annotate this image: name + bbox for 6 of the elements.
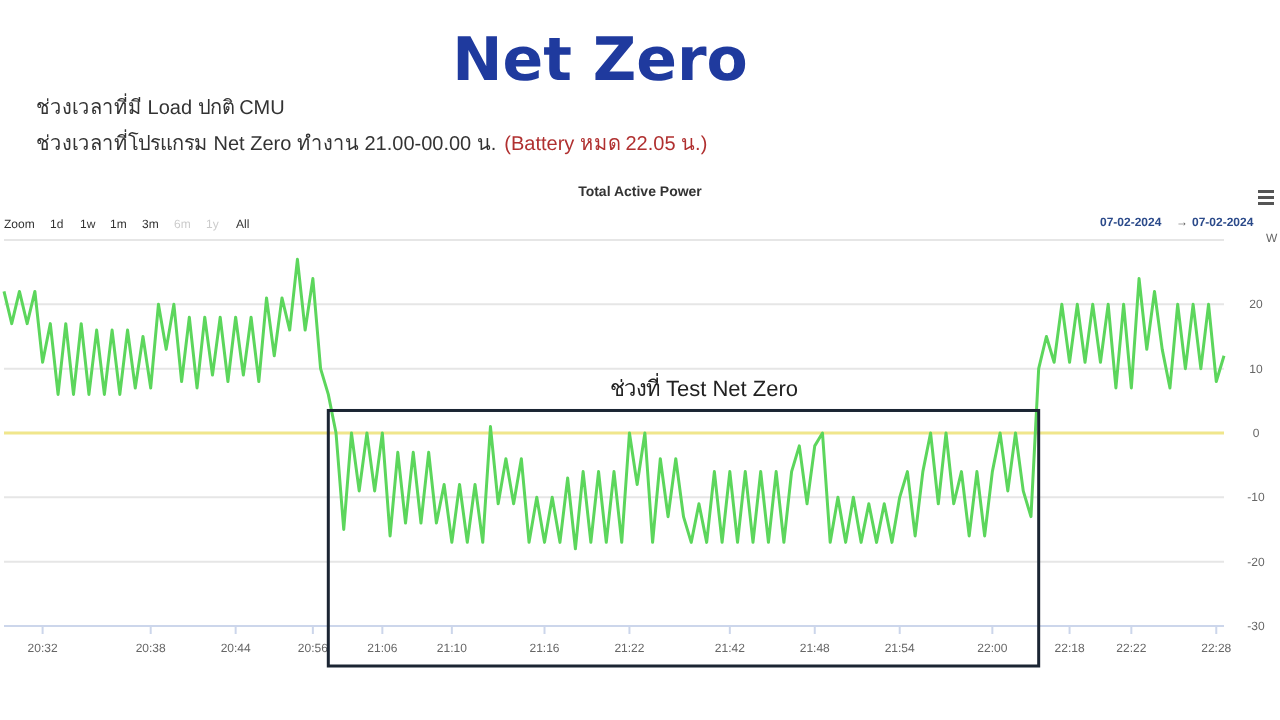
annotation: ช่วงที่ Test Net Zero — [609, 372, 799, 402]
text: ช่วงเวลาที่โปรแกรม Net Zero ทำงาน 21.00-00.00 น. — [36, 128, 497, 156]
line-series — [2, 257, 1226, 551]
text: ช่วงเวลาที่มี Load ปกติ CMU — [36, 92, 285, 120]
text: (Battery หมด 22.05 น.) — [504, 134, 708, 156]
chart-title: Net Zero — [452, 26, 748, 96]
